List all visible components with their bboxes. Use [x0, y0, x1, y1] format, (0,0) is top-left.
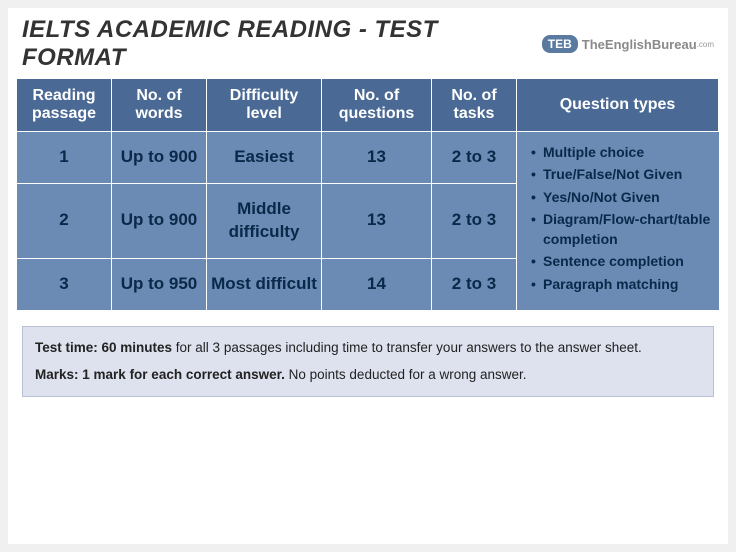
cell-passage: 2	[17, 184, 112, 259]
cell-tasks: 2 to 3	[432, 132, 517, 184]
note-text: for all 3 passages including time to tra…	[172, 340, 642, 355]
cell-words: Up to 950	[112, 259, 207, 311]
footer-notes: Test time: 60 minutes for all 3 passages…	[22, 326, 714, 397]
col-header: No. of words	[112, 79, 207, 132]
logo-text: TheEnglishBureau	[582, 37, 697, 52]
list-item: Yes/No/Not Given	[529, 187, 711, 207]
header: IELTS ACADEMIC READING - TEST FORMAT TEB…	[8, 8, 728, 78]
logo-badge: TEB	[542, 35, 578, 53]
col-header: No. of questions	[322, 79, 432, 132]
note-time: Test time: 60 minutes for all 3 passages…	[35, 337, 701, 359]
cell-tasks: 2 to 3	[432, 184, 517, 259]
col-header: No. of tasks	[432, 79, 517, 132]
cell-passage: 3	[17, 259, 112, 311]
slide: IELTS ACADEMIC READING - TEST FORMAT TEB…	[8, 8, 728, 544]
note-label: Test time:	[35, 340, 102, 355]
cell-question-types: Multiple choice True/False/Not Given Yes…	[517, 132, 719, 311]
cell-difficulty: Most difficult	[207, 259, 322, 311]
col-header: Reading passage	[17, 79, 112, 132]
list-item: Sentence completion	[529, 251, 711, 271]
note-label: Marks:	[35, 367, 82, 382]
list-item: Paragraph matching	[529, 274, 711, 294]
list-item: Diagram/Flow-chart/table completion	[529, 209, 711, 250]
cell-questions: 14	[322, 259, 432, 311]
list-item: True/False/Not Given	[529, 164, 711, 184]
question-types-list: Multiple choice True/False/Not Given Yes…	[529, 142, 711, 294]
note-bold: 1 mark for each correct answer.	[82, 367, 285, 382]
cell-tasks: 2 to 3	[432, 259, 517, 311]
cell-words: Up to 900	[112, 132, 207, 184]
page-title: IELTS ACADEMIC READING - TEST FORMAT	[22, 16, 542, 72]
cell-words: Up to 900	[112, 184, 207, 259]
logo-domain: .com	[697, 40, 714, 49]
col-header: Question types	[517, 79, 719, 132]
cell-difficulty: Easiest	[207, 132, 322, 184]
cell-passage: 1	[17, 132, 112, 184]
col-header: Difficulty level	[207, 79, 322, 132]
note-text: No points deducted for a wrong answer.	[285, 367, 527, 382]
format-table: Reading passage No. of words Difficulty …	[16, 78, 720, 312]
cell-questions: 13	[322, 132, 432, 184]
logo: TEB TheEnglishBureau .com	[542, 35, 714, 53]
note-bold: 60 minutes	[102, 340, 173, 355]
cell-difficulty: Middle difficulty	[207, 184, 322, 259]
cell-questions: 13	[322, 184, 432, 259]
list-item: Multiple choice	[529, 142, 711, 162]
note-marks: Marks: 1 mark for each correct answer. N…	[35, 364, 701, 386]
